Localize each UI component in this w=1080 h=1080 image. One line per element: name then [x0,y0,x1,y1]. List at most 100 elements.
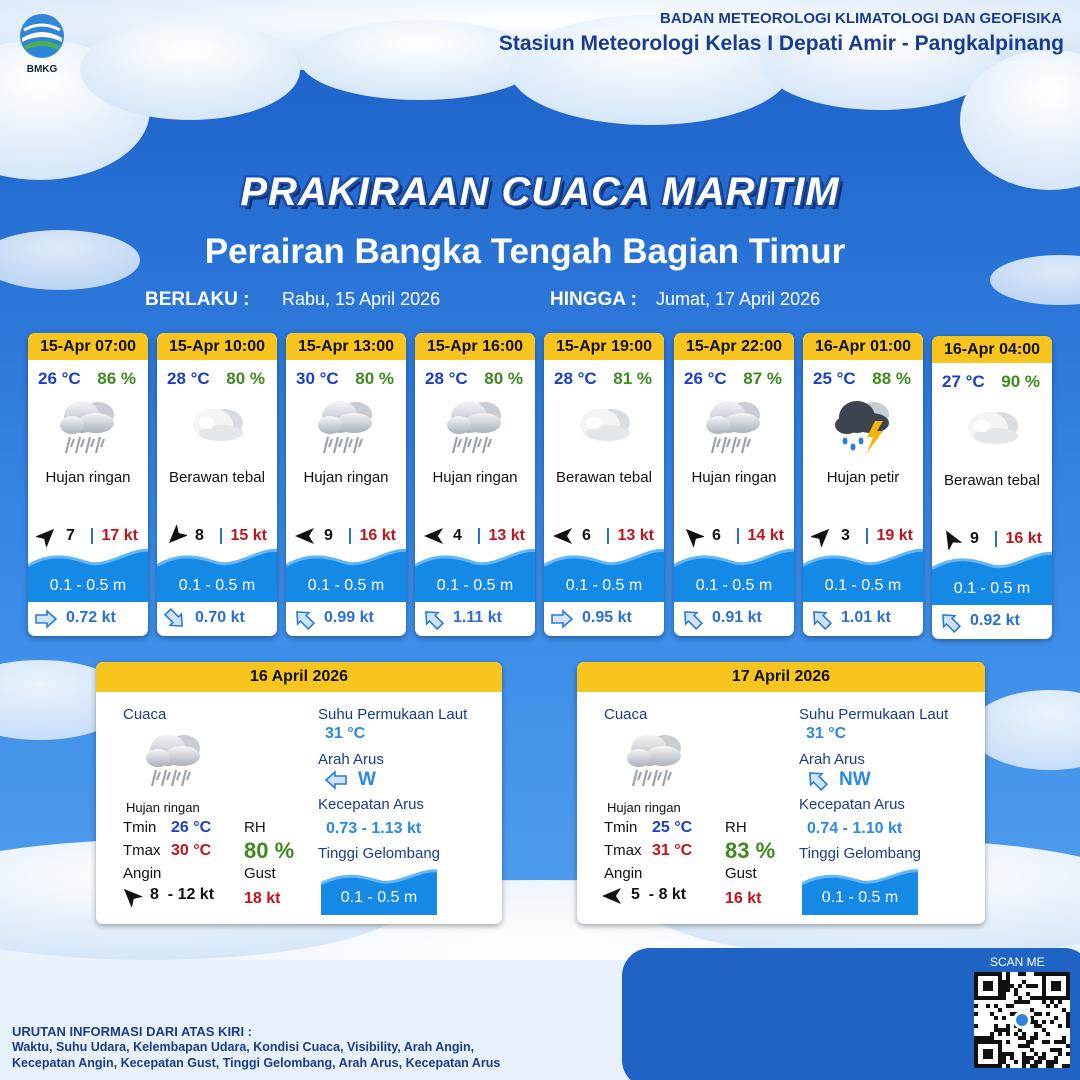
shape-svg [324,770,347,790]
wind-direction [294,525,316,552]
shape-path [320,869,438,886]
shape-svg [60,401,114,454]
shape-line [347,438,354,448]
wave-shape [286,546,406,607]
shape-line [180,769,188,787]
temperature: 28 °C [167,369,210,388]
shape-path [286,548,406,567]
current-speed: 0.70 kt [195,609,245,626]
wind-speed: 4 [453,527,462,544]
wind-speed: 6 [712,527,721,544]
shape-rect [1022,980,1026,984]
shape-line [170,769,178,787]
shape-svg [803,548,923,602]
current-direction [324,769,348,796]
shape-svg [551,609,574,629]
shape-polygon [553,528,572,544]
shape-line [715,438,722,448]
shape-rect [1066,1044,1070,1048]
wind-label: Angin [123,865,162,882]
wave-shape [415,546,535,607]
shape-rect [1030,1056,1034,1060]
shape-path [28,550,148,602]
shape-svg [813,611,833,631]
shape-rect [1002,1016,1006,1020]
shape-line [740,436,748,454]
forecast-card: 15-Apr 07:00 26 °C 86 % Hujan ringan 7 17 kt 0… [28,333,148,636]
wave-height: 0.1 - 0.5 m [436,577,514,594]
shape-rect [1022,1060,1026,1064]
valid-from: Rabu, 15 April 2026 [282,289,441,309]
shape-rect [1006,1052,1010,1056]
wind-direction [682,525,706,552]
shape-rect [1050,1060,1054,1064]
current-speed: 0.91 kt [712,609,762,626]
shape-svg [320,869,438,915]
rh-label: RH [725,819,747,836]
shape-ellipse [465,413,501,433]
shape-rect [974,1036,978,1040]
shape-rect [1038,1060,1042,1064]
shape-rect [1002,988,1006,992]
station-name: Stasiun Meteorologi Kelas I Depati Amir … [498,32,1064,55]
shape-rect [1030,1064,1034,1068]
shape-rect [1026,1000,1030,1004]
forecast-card: 15-Apr 19:00 28 °C 81 % Berawan tebal 6 13 kt… [544,333,664,636]
current-speed: 0.99 kt [324,609,374,626]
shape-rect [1022,972,1026,976]
temperature: 26 °C [38,369,81,388]
shape-polygon [685,528,706,549]
weather: Berawan tebal [169,469,265,486]
shape-svg [809,772,829,792]
shape-rect [982,1036,986,1040]
valid-to: Jumat, 17 April 2026 [656,289,821,309]
wind-direction [809,525,833,552]
shape-rect [990,1012,994,1016]
legend-line: Waktu, Suhu Udara, Kelembapan Udara, Kon… [12,1040,475,1054]
wind-direction [165,523,189,552]
wave-shape [320,867,438,920]
shape-path [24,41,60,50]
shape-line [64,436,72,454]
shape-rect [990,1032,994,1036]
wave-shape [157,546,277,607]
shape-svg [20,14,64,58]
shape-rect [1066,1024,1070,1028]
shape-rect [974,1024,978,1028]
shape-rect [1002,1056,1006,1060]
weather: Hujan ringan [45,469,131,486]
wave-shape [932,549,1052,610]
shape-svg [968,412,1018,444]
shape-rect [1034,1052,1038,1056]
shape-rect [998,1028,1002,1032]
divider [995,531,997,547]
shape-rect [1042,1040,1046,1044]
shape-svg [34,528,55,549]
shape-rect [1010,984,1014,988]
shape-svg [946,530,963,551]
shape-g [631,769,673,787]
shape-ellipse [80,20,300,120]
shape-rect [1042,1056,1046,1060]
shape-rect [1066,1012,1070,1016]
shape-ellipse [447,416,471,434]
shape-rect [1058,1048,1062,1052]
shape-ellipse [706,416,730,434]
shape-rect [1022,1032,1026,1036]
weather-icon [960,396,1024,465]
shape-g [813,611,833,631]
current-dir: W [358,769,376,790]
shape-rect [1054,1004,1058,1008]
gust-label: Gust [725,865,757,882]
temperature: 27 °C [942,372,985,391]
shape-line [74,436,82,454]
shape-ellipse [199,417,215,429]
shape-rect [974,1012,978,1016]
current-direction [550,608,574,635]
shape-rect [1026,1040,1030,1044]
shape-polygon [168,523,189,544]
weather: Berawan tebal [944,472,1040,489]
wind-speed: 6 [582,527,591,544]
shape-svg [424,528,443,544]
